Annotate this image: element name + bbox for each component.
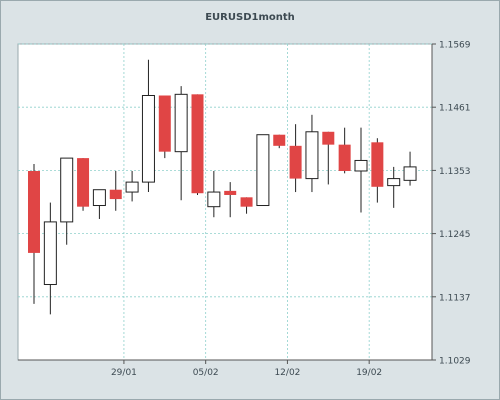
candle-body-bear [28, 170, 40, 253]
candle [174, 86, 188, 201]
y-tick-label: 1.1569 [439, 41, 471, 51]
candle-body-bull [387, 178, 401, 187]
chart-title: EURUSD1month [205, 12, 295, 23]
candle [256, 134, 270, 207]
candle-body-bear [158, 95, 171, 152]
candle [191, 94, 204, 195]
candle-body-bull [141, 94, 155, 183]
candle [125, 170, 139, 202]
candle-body-bull [43, 221, 57, 286]
candle [141, 59, 155, 193]
candle-body-bull [92, 189, 106, 207]
candle-body-bull [207, 191, 221, 208]
candle-body-bull [256, 134, 270, 207]
candle-body-bear [224, 190, 237, 195]
candle [207, 170, 221, 218]
candle [158, 95, 171, 159]
candle-body-bear [322, 131, 335, 145]
candle-body-bear [191, 94, 204, 194]
candle [43, 202, 57, 315]
axis-layer: 1.1569 1.1461 1.1353 1.1245 1.1137 1.1029 29/0… [18, 41, 471, 378]
candle-body-bear [273, 134, 286, 146]
x-tick-label: 29/01 [111, 368, 137, 378]
candle [354, 127, 368, 213]
candle-layer [28, 59, 417, 315]
candle [322, 131, 335, 185]
candle-body-bear [109, 189, 122, 200]
candle [371, 138, 384, 203]
candle-body-bear [289, 145, 302, 179]
candle-body-bull [354, 159, 368, 172]
candle [289, 124, 302, 193]
candle-body-bull [60, 157, 74, 223]
candle-body-bull [125, 181, 139, 193]
y-tick-label: 1.1137 [439, 293, 471, 303]
candle [387, 166, 401, 208]
candle-body-bear [338, 144, 351, 171]
candle-body-bull [174, 93, 188, 153]
candle [273, 134, 286, 149]
candle [109, 170, 122, 211]
x-tick-label: 19/02 [356, 368, 382, 378]
candle [77, 158, 90, 211]
candle [28, 163, 40, 304]
x-tick-label: 12/02 [274, 368, 300, 378]
candle [403, 151, 417, 186]
candle-body-bear [371, 142, 384, 187]
candle-body-bear [240, 197, 253, 207]
y-tick-label: 1.1353 [439, 167, 471, 177]
y-tick-label: 1.1245 [439, 230, 471, 240]
candle [305, 114, 319, 193]
candle [60, 157, 74, 245]
candle-body-bull [305, 131, 319, 180]
x-tick-label: 05/02 [193, 368, 219, 378]
candle-body-bear [77, 158, 90, 207]
candle-body-bull [403, 166, 417, 181]
candle [92, 189, 106, 219]
candle [338, 127, 351, 174]
candle [240, 197, 253, 214]
y-tick-label: 1.1461 [439, 104, 471, 114]
y-tick-label: 1.1029 [439, 357, 471, 367]
candle [224, 182, 237, 218]
